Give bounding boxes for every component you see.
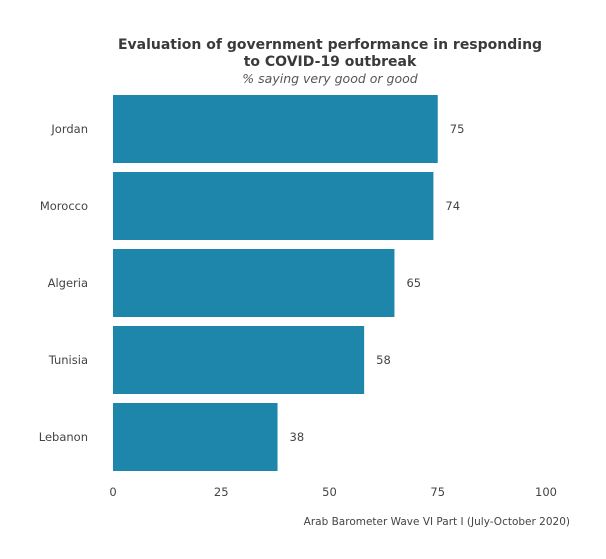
category-label: Lebanon	[39, 430, 88, 444]
bar-tunisia	[113, 326, 365, 394]
data-label: 58	[376, 353, 391, 367]
data-label: 75	[450, 122, 465, 136]
chart-source: Arab Barometer Wave VI Part I (July-Octo…	[304, 516, 570, 528]
x-tick-label: 50	[322, 485, 337, 499]
data-label: 38	[290, 430, 305, 444]
chart-title-line-2: to COVID-19 outbreak	[244, 54, 417, 70]
category-label: Algeria	[48, 276, 88, 290]
category-label: Tunisia	[48, 353, 88, 367]
x-tick-label: 100	[535, 485, 557, 499]
x-tick-label: 0	[109, 485, 116, 499]
bar-lebanon	[113, 403, 278, 471]
bar-jordan	[113, 95, 438, 163]
chart-subtitle: % saying very good or good	[242, 71, 417, 86]
x-tick-label: 75	[430, 485, 445, 499]
bar-morocco	[113, 172, 434, 240]
category-label: Jordan	[50, 122, 88, 136]
chart-title-line-1: Evaluation of government performance in …	[118, 37, 542, 53]
category-label: Morocco	[40, 199, 88, 213]
x-tick-label: 25	[214, 485, 229, 499]
bar-algeria	[113, 249, 395, 317]
data-label: 74	[445, 199, 460, 213]
data-label: 65	[406, 276, 421, 290]
